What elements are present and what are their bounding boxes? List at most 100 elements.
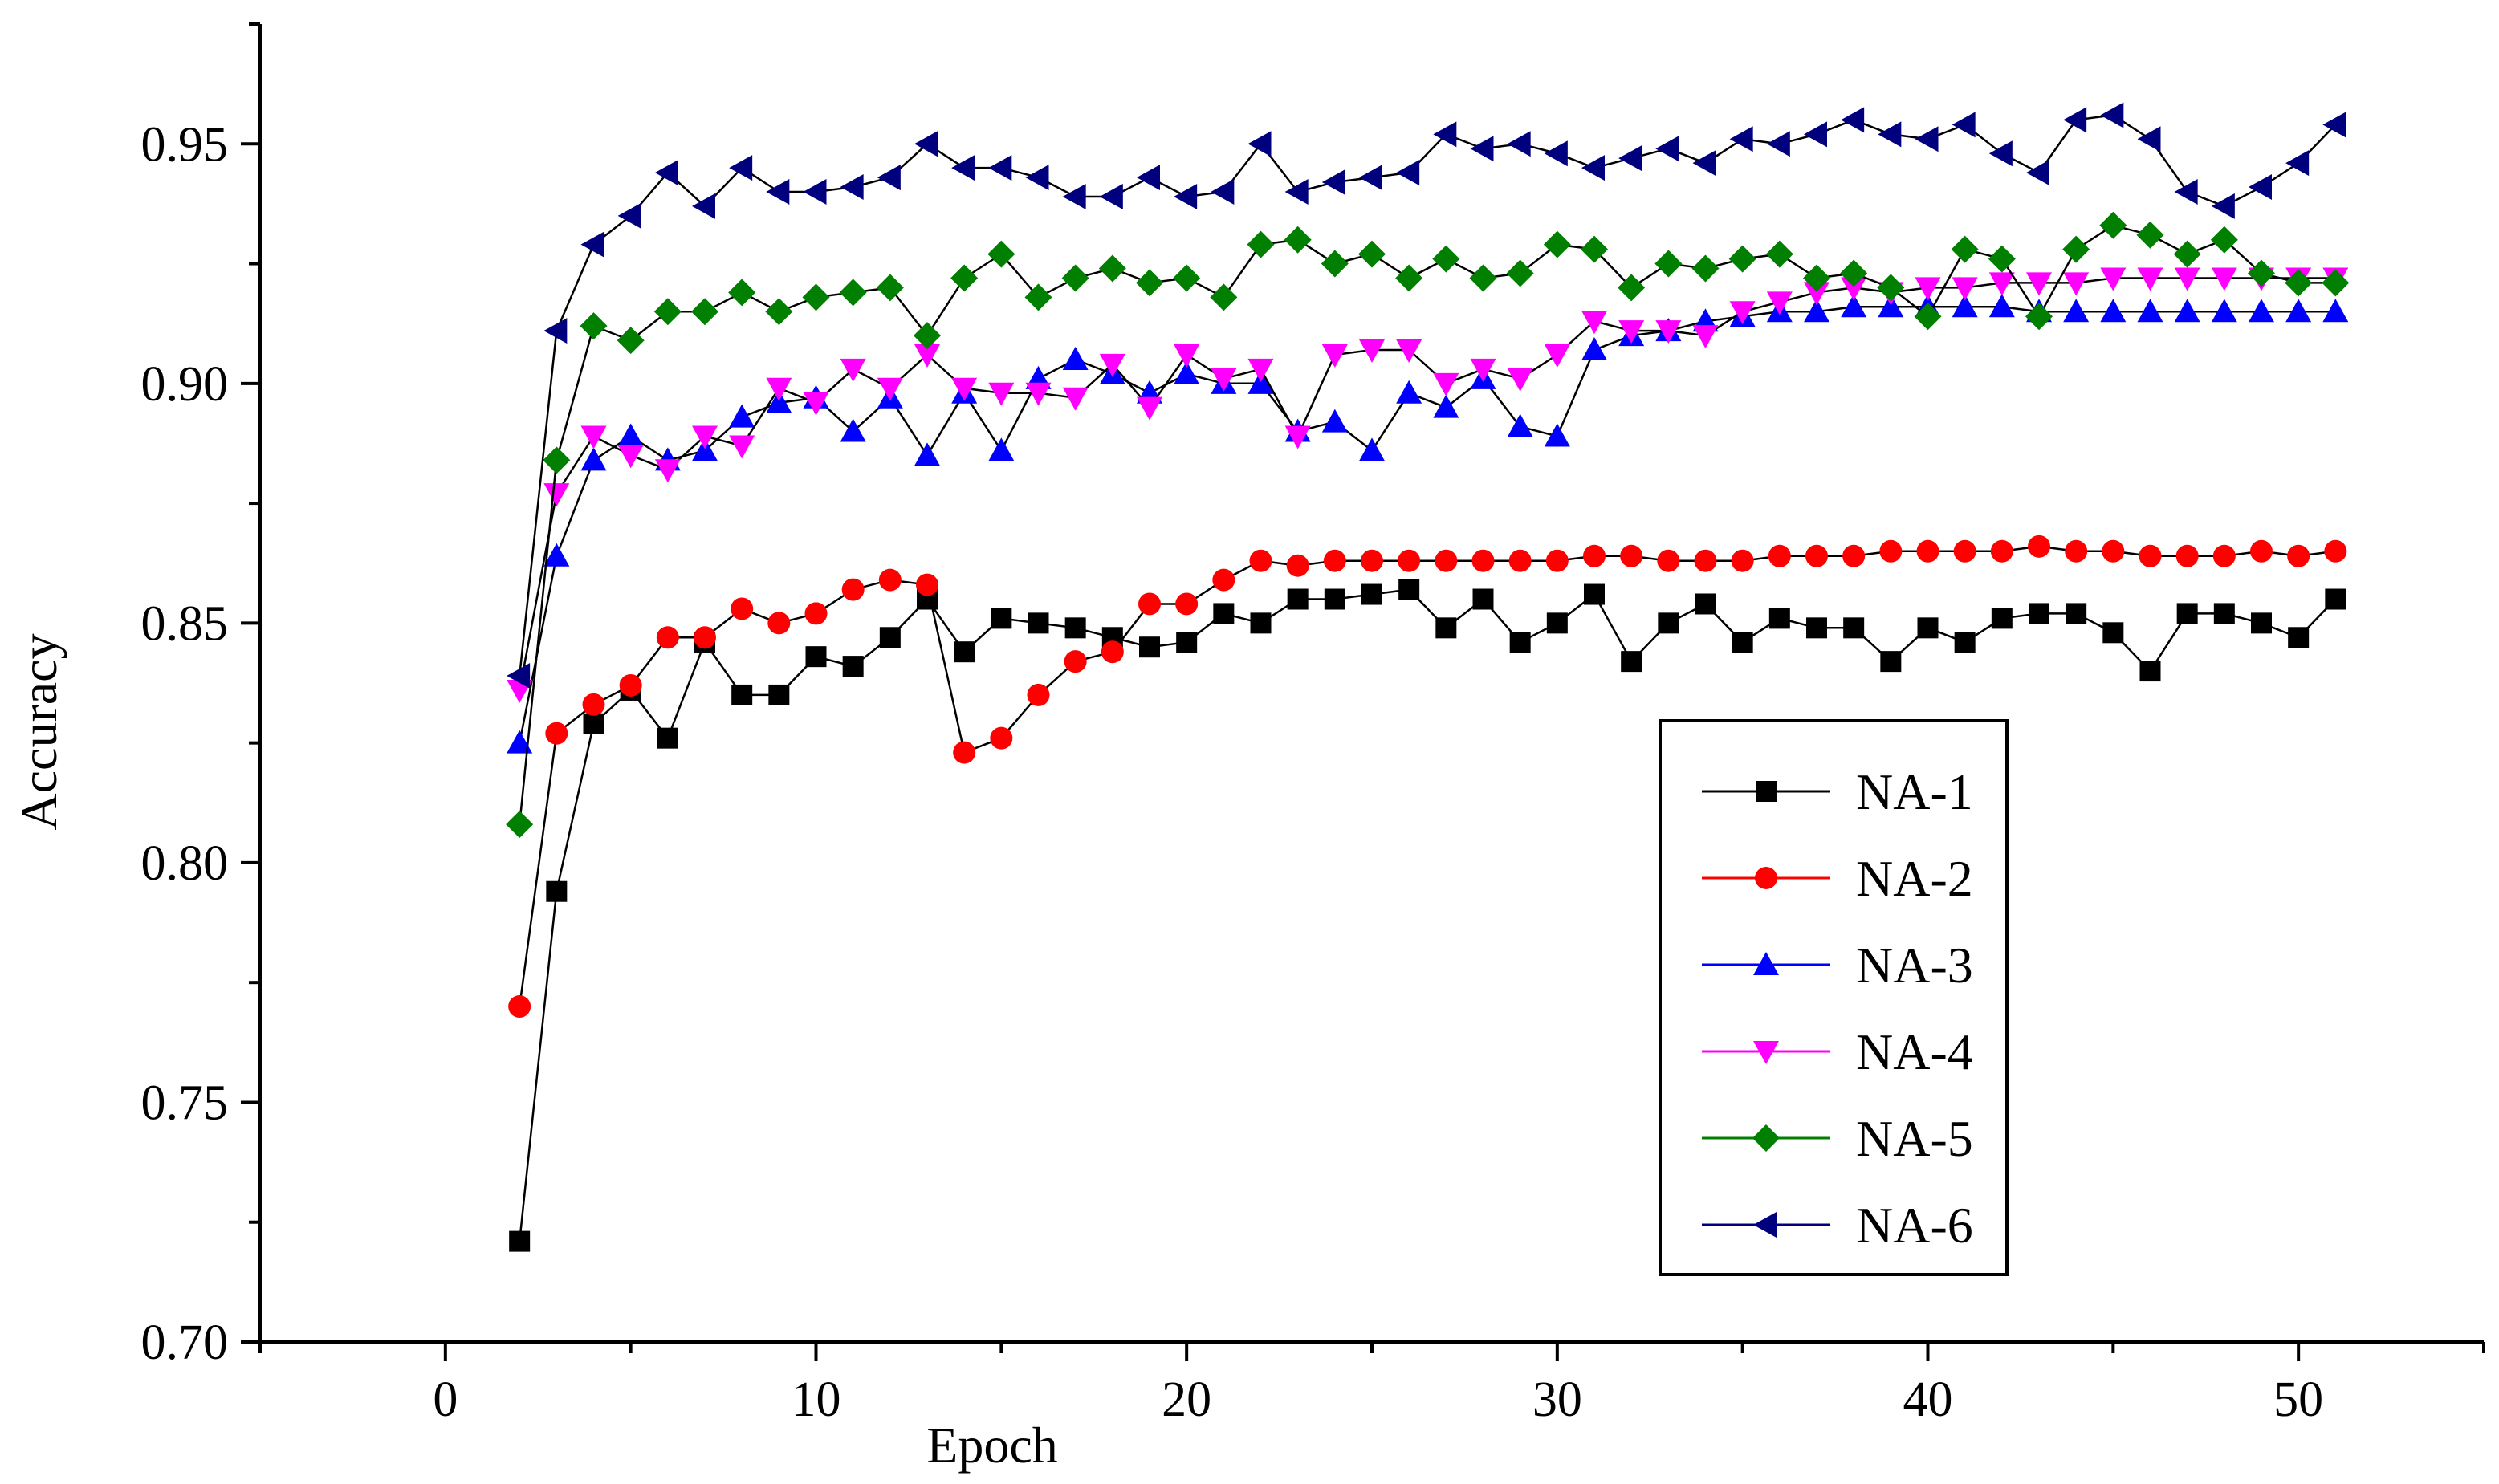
data-point — [1988, 272, 2015, 296]
data-point — [2210, 226, 2238, 254]
data-point — [988, 155, 1012, 181]
series-line — [518, 277, 2336, 691]
data-point — [507, 663, 531, 689]
data-point — [2287, 544, 2310, 567]
data-point — [2102, 539, 2125, 563]
data-point — [1249, 549, 1272, 572]
data-point — [2066, 603, 2087, 624]
legend-item: NA-5 — [1702, 1110, 1973, 1167]
series-na-4 — [507, 267, 2349, 703]
data-point — [1062, 346, 1089, 370]
data-point — [1433, 121, 1457, 148]
data-point — [1507, 131, 1531, 157]
data-point — [1915, 277, 1941, 301]
data-point — [1583, 544, 1606, 567]
data-point — [951, 377, 978, 401]
data-point — [1804, 121, 1827, 148]
y-tick-label: 0.75 — [141, 1075, 229, 1130]
y-tick-label: 0.70 — [141, 1315, 229, 1370]
data-point — [1840, 259, 1868, 287]
legend-label: NA-4 — [1856, 1023, 1973, 1080]
data-point — [766, 377, 792, 401]
data-point — [654, 459, 681, 483]
data-point — [1432, 245, 1460, 273]
data-point — [950, 264, 979, 292]
legend-item: NA-4 — [1702, 1023, 1973, 1080]
data-point — [1581, 337, 1607, 361]
data-point — [653, 298, 682, 326]
data-point — [1915, 126, 1939, 152]
data-point — [1064, 650, 1087, 673]
data-point — [1323, 549, 1346, 572]
data-point — [2137, 267, 2163, 291]
data-point — [1729, 301, 1756, 325]
axes: 0 10 20 30 40 50 0.70 0.75 0.80 0.85 0.90 0.95 — [141, 22, 2485, 1427]
data-point — [916, 573, 938, 596]
data-point — [988, 437, 1015, 461]
data-point — [617, 202, 641, 229]
data-point — [1098, 254, 1126, 283]
data-point — [951, 155, 975, 181]
data-point — [1691, 254, 1720, 283]
data-point — [1988, 294, 2015, 318]
data-point — [543, 543, 570, 567]
data-point — [2213, 603, 2235, 624]
data-point — [2102, 622, 2124, 644]
data-point — [2099, 211, 2127, 239]
data-point — [728, 279, 756, 307]
legend-marker — [1755, 867, 1777, 889]
legend-item: NA-6 — [1702, 1197, 1973, 1254]
data-point — [1657, 549, 1680, 572]
data-point — [803, 178, 827, 205]
data-point — [953, 741, 976, 764]
data-point — [2026, 160, 2049, 186]
data-point — [840, 418, 866, 442]
data-point — [1766, 131, 1790, 157]
data-point — [1174, 183, 1198, 209]
data-point — [1136, 269, 1163, 297]
data-point — [1655, 320, 1682, 344]
legend-item: NA-1 — [1702, 763, 1973, 820]
data-point — [1359, 437, 1385, 461]
y-tick-label: 0.80 — [141, 836, 229, 891]
data-point — [694, 626, 716, 649]
data-point — [1618, 274, 1646, 302]
x-tick-label: 0 — [433, 1372, 458, 1427]
data-point — [1174, 344, 1200, 368]
data-point — [1803, 264, 1830, 292]
data-point — [1806, 617, 1827, 639]
data-point — [656, 626, 679, 649]
data-point — [1027, 683, 1050, 706]
data-point — [877, 165, 901, 191]
data-point — [839, 279, 867, 307]
data-point — [1953, 539, 1976, 563]
data-point — [1543, 230, 1571, 258]
x-tick-label: 10 — [792, 1372, 841, 1427]
data-point — [2211, 299, 2237, 323]
data-point — [805, 646, 827, 668]
data-point — [1250, 612, 1272, 634]
data-point — [2029, 603, 2049, 624]
x-tick-label: 20 — [1162, 1372, 1211, 1427]
data-point — [1247, 131, 1272, 157]
data-point — [2174, 178, 2198, 205]
data-point — [1358, 240, 1386, 268]
data-point — [1024, 283, 1052, 311]
data-point — [878, 568, 902, 592]
data-point — [731, 597, 754, 620]
data-point — [840, 174, 864, 201]
data-point — [804, 602, 828, 625]
data-point — [914, 344, 940, 368]
series-line — [518, 224, 2336, 825]
data-point — [1321, 169, 1345, 196]
series-line — [518, 114, 2337, 677]
data-point — [1728, 245, 1756, 273]
data-point — [1509, 632, 1531, 653]
data-point — [1396, 339, 1422, 364]
data-point — [767, 612, 791, 635]
data-point — [1692, 150, 1716, 177]
data-point — [1914, 303, 1942, 331]
data-point — [2026, 272, 2052, 296]
